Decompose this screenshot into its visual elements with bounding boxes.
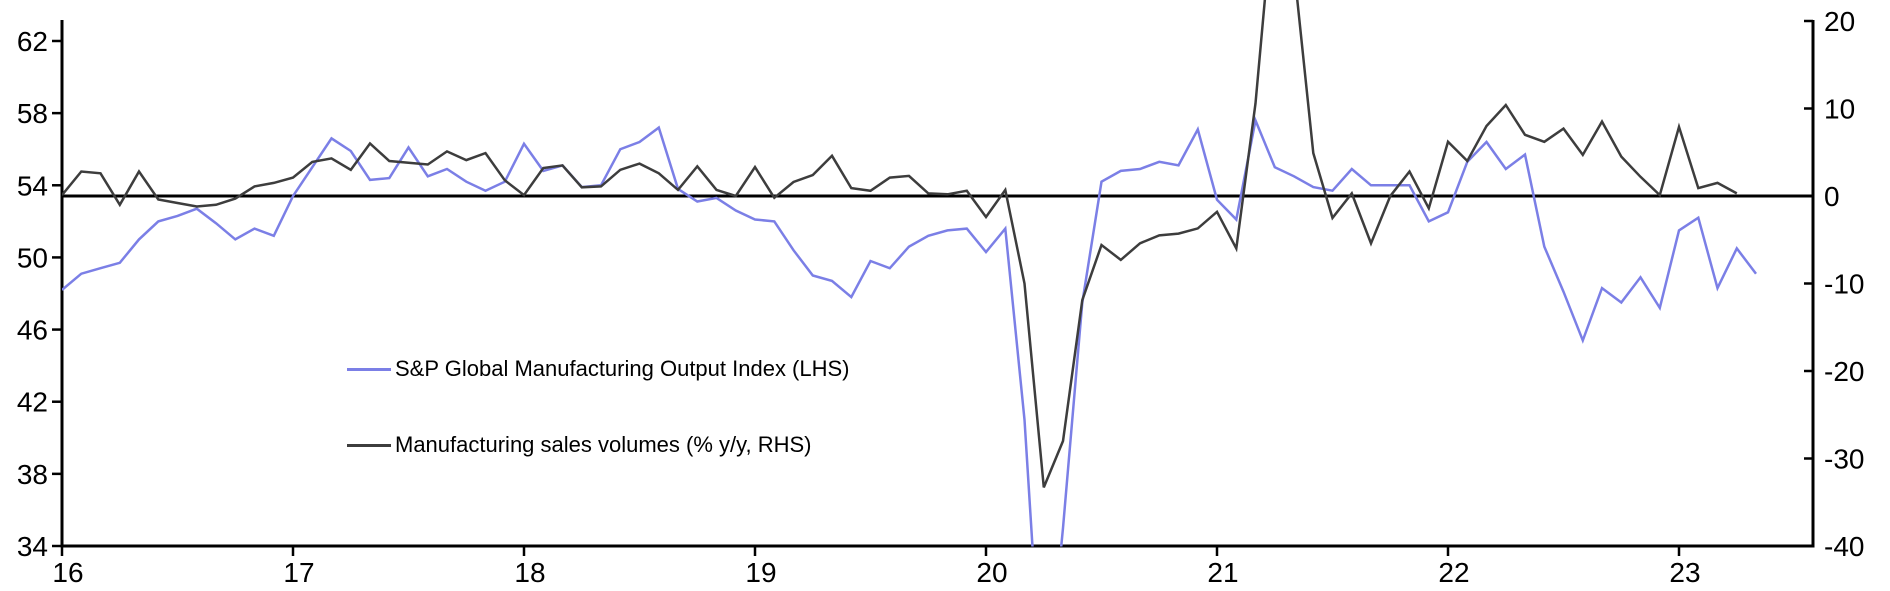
x-axis-tick-label: 19 [745,557,776,588]
series-line-sales-volumes [62,0,1738,488]
x-axis-tick-label: 20 [976,557,1007,588]
right-axis-tick-label: 20 [1824,6,1855,37]
legend-swatch-sales-volumes [347,443,391,447]
left-axis-tick-label: 62 [17,26,48,57]
legend-entry-output-index: S&P Global Manufacturing Output Index (L… [347,356,850,382]
right-axis-tick-label: 0 [1824,181,1840,212]
axis-ticks: 34 38 42 46 50 54 58 62 -40 -30 -20 -10 0 10 20 16 17 18 1… [17,6,1865,588]
legend-swatch-output-index [347,367,391,371]
legend-label-sales-volumes: Manufacturing sales volumes (% y/y, RHS) [395,432,812,457]
left-axis-tick-label: 38 [17,459,48,490]
right-axis-tick-label: -30 [1824,444,1864,475]
legend-entry-sales-volumes: Manufacturing sales volumes (% y/y, RHS) [347,432,812,458]
legend-label-output-index: S&P Global Manufacturing Output Index (L… [395,356,850,381]
series-line-output-index [62,116,1757,547]
left-axis-tick-label: 46 [17,315,48,346]
right-axis-tick-label: -10 [1824,269,1864,300]
left-axis-tick-label: 58 [17,98,48,129]
left-axis-tick-label: 54 [17,170,48,201]
x-axis-tick-label: 22 [1438,557,1469,588]
x-axis-tick-label: 17 [283,557,314,588]
right-axis-tick-label: 10 [1824,94,1855,125]
right-axis-tick-label: -40 [1824,531,1864,562]
x-axis-tick-label: 16 [52,557,83,588]
left-axis-tick-label: 34 [17,531,48,562]
x-axis-tick-label: 18 [514,557,545,588]
left-axis-tick-label: 42 [17,387,48,418]
left-axis-tick-label: 50 [17,242,48,273]
series-lines [62,0,1757,547]
right-axis-tick-label: -20 [1824,356,1864,387]
x-axis-tick-label: 21 [1207,557,1238,588]
x-axis-tick-label: 23 [1669,557,1700,588]
